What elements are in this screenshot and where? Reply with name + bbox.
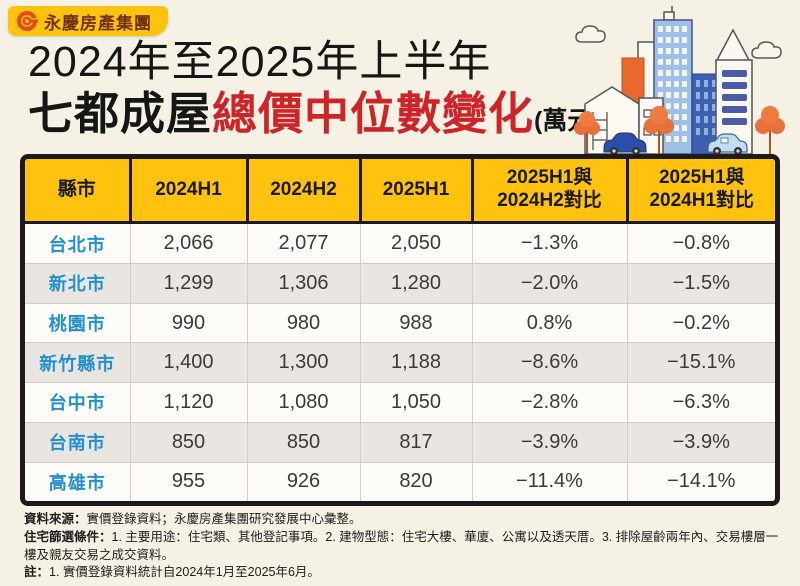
tree-icon — [644, 106, 674, 154]
value-2025h1: 817 — [360, 422, 473, 463]
table-row-hsinchu: 新竹縣市 1,400 1,300 1,188 −8.6% −15.1% — [25, 342, 775, 384]
table-row-taipei: 台北市 2,066 2,077 2,050 −1.3% −0.8% — [25, 222, 775, 265]
city-name: 新北市 — [25, 263, 131, 304]
value-2024h1: 2,066 — [130, 222, 248, 265]
change-vs-2024h1: −6.3% — [627, 382, 775, 423]
car-icon — [707, 133, 748, 155]
value-2024h1: 1,400 — [130, 342, 248, 384]
col-header-vs-2024h2: 2025H1與 2024H2對比 — [472, 159, 629, 224]
col-header-2024h2: 2024H2 — [247, 159, 362, 224]
change-vs-2024h1: −14.1% — [667, 470, 736, 493]
value-2024h2: 1,306 — [247, 263, 361, 304]
table-row-tainan: 台南市 850 850 817 −3.9% −3.9% — [25, 422, 775, 463]
change-vs-2024h2: −1.3% — [472, 222, 628, 265]
yungching-logo-icon — [17, 11, 38, 31]
change-vs-2024h2: −11.4% — [472, 462, 628, 501]
footnote-label: 註： — [24, 565, 50, 580]
footnote-text: 實價登錄資料；永慶房產集團研究發展中心彙整。 — [86, 512, 362, 526]
footnote-label: 資料來源： — [24, 512, 87, 526]
col-header-2024h1: 2024H1 — [130, 159, 249, 224]
change-vs-2024h1: −3.9% — [627, 422, 775, 463]
car-icon — [603, 132, 647, 155]
change-vs-2024h2: −3.9% — [472, 422, 628, 463]
table-row-taichung: 台中市 1,120 1,080 1,050 −2.8% −6.3% — [25, 382, 775, 423]
city-name: 台南市 — [25, 422, 131, 463]
brand-name: 永慶房產集團 — [44, 13, 152, 33]
footnote-filter-criteria: 住宅篩選條件：1. 主要用途：住宅類、其他登記事項。2. 建物型態：住宅大樓、華… — [24, 529, 782, 565]
value-2024h2: 980 — [247, 303, 361, 344]
city-name: 台中市 — [25, 382, 131, 423]
table-row-kaohsiung: 高雄市 955 926 820 −11.4% −14.1% — [25, 462, 775, 501]
city-skyline-illustration — [574, 6, 785, 155]
change-vs-2024h2: −8.6% — [472, 342, 628, 384]
price-table-container: 縣市 2024H1 2024H2 2025H1 2025H1與 2024H2對比 … — [20, 154, 780, 506]
table-header-row: 縣市 2024H1 2024H2 2025H1 2025H1與 2024H2對比 … — [25, 159, 775, 224]
table-row-taoyuan: 桃園市 990 980 988 0.8% −0.2% — [25, 303, 775, 344]
footnote-remark: 註：1. 實價登錄資料統計自2024年1月至2025年6月。 — [24, 564, 782, 582]
value-2025h1: 2,050 — [360, 222, 473, 265]
value-2024h1: 1,299 — [130, 263, 248, 304]
value-2025h1: 1,188 — [360, 342, 473, 384]
change-vs-2024h1: −0.2% — [627, 303, 775, 344]
value-2024h1: 850 — [130, 422, 248, 463]
value-2024h2: 850 — [247, 422, 361, 463]
change-vs-2024h1: −0.8% — [627, 222, 775, 265]
change-vs-2024h2: −2.8% — [472, 382, 628, 423]
footnote-text: 1. 主要用途：住宅類、其他登記事項。2. 建物型態：住宅大樓、華廈、公寓以及透… — [24, 529, 779, 562]
value-2024h2: 2,077 — [247, 222, 361, 265]
value-2025h1: 1,280 — [360, 263, 473, 304]
col-header-2025h1: 2025H1 — [360, 159, 474, 224]
title-line2-black: 七都成屋 — [28, 88, 213, 140]
value-2024h2: 1,300 — [247, 342, 361, 384]
price-table: 縣市 2024H1 2024H2 2025H1 2025H1與 2024H2對比 … — [25, 159, 775, 501]
title-line1: 2024年至2025年上半年 — [28, 38, 492, 86]
col-header-vs-2024h1: 2025H1與 2024H1對比 — [627, 159, 775, 224]
city-name: 台北市 — [25, 222, 131, 265]
col-header-city: 縣市 — [25, 159, 132, 224]
value-2024h1: 1,120 — [130, 382, 248, 423]
value-2025h1: 1,050 — [360, 382, 473, 423]
value-2025h1: 820 — [360, 462, 473, 501]
change-vs-2024h2: −2.0% — [472, 263, 628, 304]
footnote-source: 資料來源：實價登錄資料；永慶房產集團研究發展中心彙整。 — [24, 511, 782, 529]
tree-icon — [574, 111, 600, 154]
cloud-icon — [575, 25, 782, 59]
title-line2-red: 總價中位數變化 — [212, 88, 535, 140]
value-2024h1: 955 — [130, 462, 248, 501]
city-name: 高雄市 — [25, 462, 131, 501]
brand-badge: 永慶房產集團 — [8, 6, 168, 36]
tree-icon — [755, 106, 785, 154]
footnote-label: 住宅篩選條件： — [24, 529, 112, 544]
title-line2: 七都成屋總價中位數變化(萬元) — [28, 89, 601, 139]
table-row-newtaipei: 新北市 1,299 1,306 1,280 −2.0% −1.5% — [25, 263, 775, 304]
value-2024h2: 1,080 — [247, 382, 361, 423]
footnote-text: 1. 實價登錄資料統計自2024年1月至2025年6月。 — [49, 565, 320, 580]
change-vs-2024h2: 0.8% — [472, 303, 628, 344]
value-2025h1: 988 — [360, 303, 473, 344]
city-name: 桃園市 — [25, 303, 131, 344]
city-name: 新竹縣市 — [25, 342, 131, 384]
change-vs-2024h1: −15.1% — [627, 342, 775, 384]
value-2024h1: 990 — [130, 303, 248, 344]
page-title: 2024年至2025年上半年 七都成屋總價中位數變化(萬元) — [28, 38, 601, 139]
change-vs-2024h1: −1.5% — [627, 263, 775, 304]
footnotes: 資料來源：實價登錄資料；永慶房產集團研究發展中心彙整。 住宅篩選條件：1. 主要… — [24, 511, 782, 582]
value-2024h2: 926 — [247, 462, 361, 501]
